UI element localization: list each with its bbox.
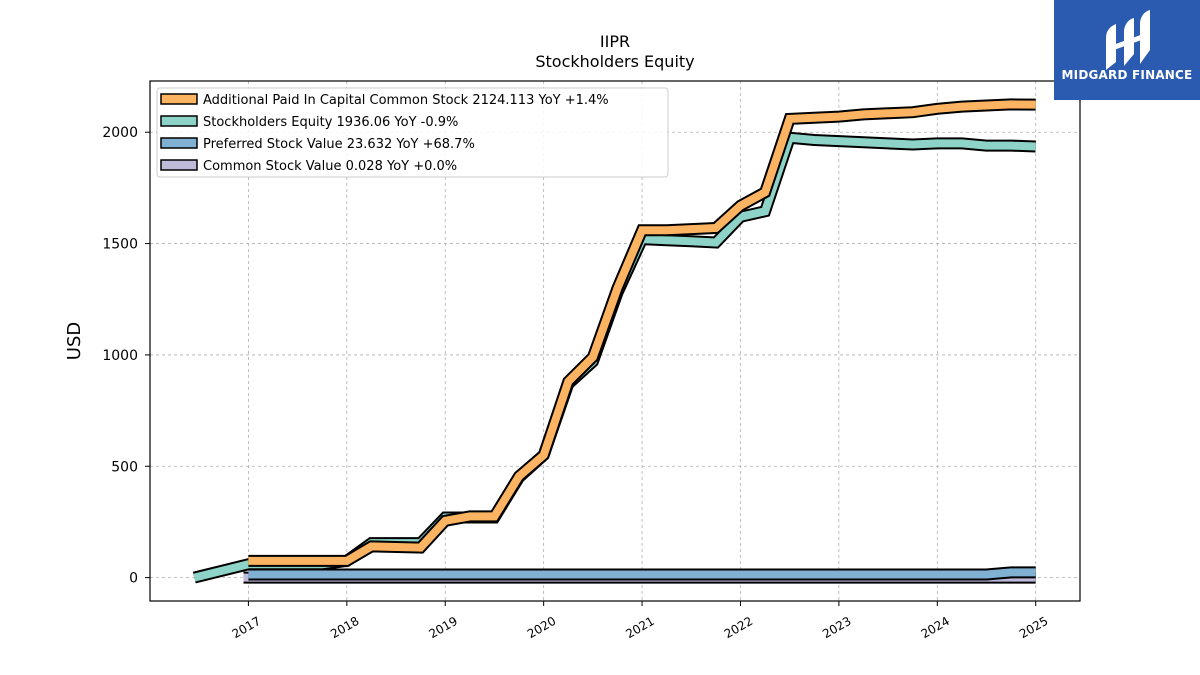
x-tick-label: 2025 xyxy=(1017,614,1050,641)
x-tick-label: 2019 xyxy=(427,614,460,641)
legend-box xyxy=(156,87,669,178)
series-line xyxy=(192,131,1036,584)
x-tick-label: 2018 xyxy=(328,614,361,641)
legend-label: Stockholders Equity 1936.06 YoY -0.9% xyxy=(203,115,458,130)
y-axis-ticks: 0 500 1000 1500 2000 xyxy=(102,125,150,587)
legend-item: Common Stock Value 0.028 YoY +0.0% xyxy=(160,159,457,174)
x-tick-label: 2022 xyxy=(722,614,755,641)
brand-logo: MIDGARD FINANCE xyxy=(1054,0,1200,100)
x-tick-label: 2024 xyxy=(919,614,952,641)
y-axis-label: USD xyxy=(64,322,85,360)
legend-item: Additional Paid In Capital Common Stock … xyxy=(160,93,609,108)
x-tick-label: 2020 xyxy=(525,614,558,641)
series-line xyxy=(248,98,1036,567)
legend-item: Stockholders Equity 1936.06 YoY -0.9% xyxy=(160,115,458,130)
legend-label: Preferred Stock Value 23.632 YoY +68.7% xyxy=(203,137,475,152)
x-tick-label: 2023 xyxy=(820,614,853,641)
series-lines xyxy=(192,98,1036,584)
brand-name: MIDGARD FINANCE xyxy=(1061,68,1193,82)
y-tick-label: 0 xyxy=(129,571,138,587)
legend-label: Common Stock Value 0.028 YoY +0.0% xyxy=(203,159,457,174)
series-stroke xyxy=(193,133,1036,582)
series-outline xyxy=(192,131,1036,584)
series-stroke xyxy=(248,100,1036,565)
chart-subtitle: Stockholders Equity xyxy=(535,52,695,71)
x-tick-label: 2017 xyxy=(230,614,263,641)
legend-swatch xyxy=(160,93,198,105)
y-tick-label: 1500 xyxy=(102,237,138,253)
legend-item: Preferred Stock Value 23.632 YoY +68.7% xyxy=(160,137,475,152)
x-tick-label: 2021 xyxy=(623,614,656,641)
legend-swatch xyxy=(160,115,198,127)
plot-frame xyxy=(149,80,1081,602)
y-tick-label: 1000 xyxy=(102,348,138,364)
midgard-logo-icon xyxy=(1106,10,1150,70)
chart-title: IIPR xyxy=(599,32,631,51)
y-tick-label: 500 xyxy=(111,459,138,475)
series-line xyxy=(248,566,1036,581)
y-tick-label: 2000 xyxy=(102,125,138,141)
legend: Additional Paid In Capital Common Stock … xyxy=(156,87,669,178)
legend-label: Additional Paid In Capital Common Stock … xyxy=(203,93,609,108)
series-stroke xyxy=(248,568,1036,579)
legend-swatch xyxy=(160,159,198,171)
legend-swatch xyxy=(160,137,198,149)
x-axis-ticks: 2017 2018 2019 2020 2021 2022 2023 2024 2025 xyxy=(230,601,1050,641)
